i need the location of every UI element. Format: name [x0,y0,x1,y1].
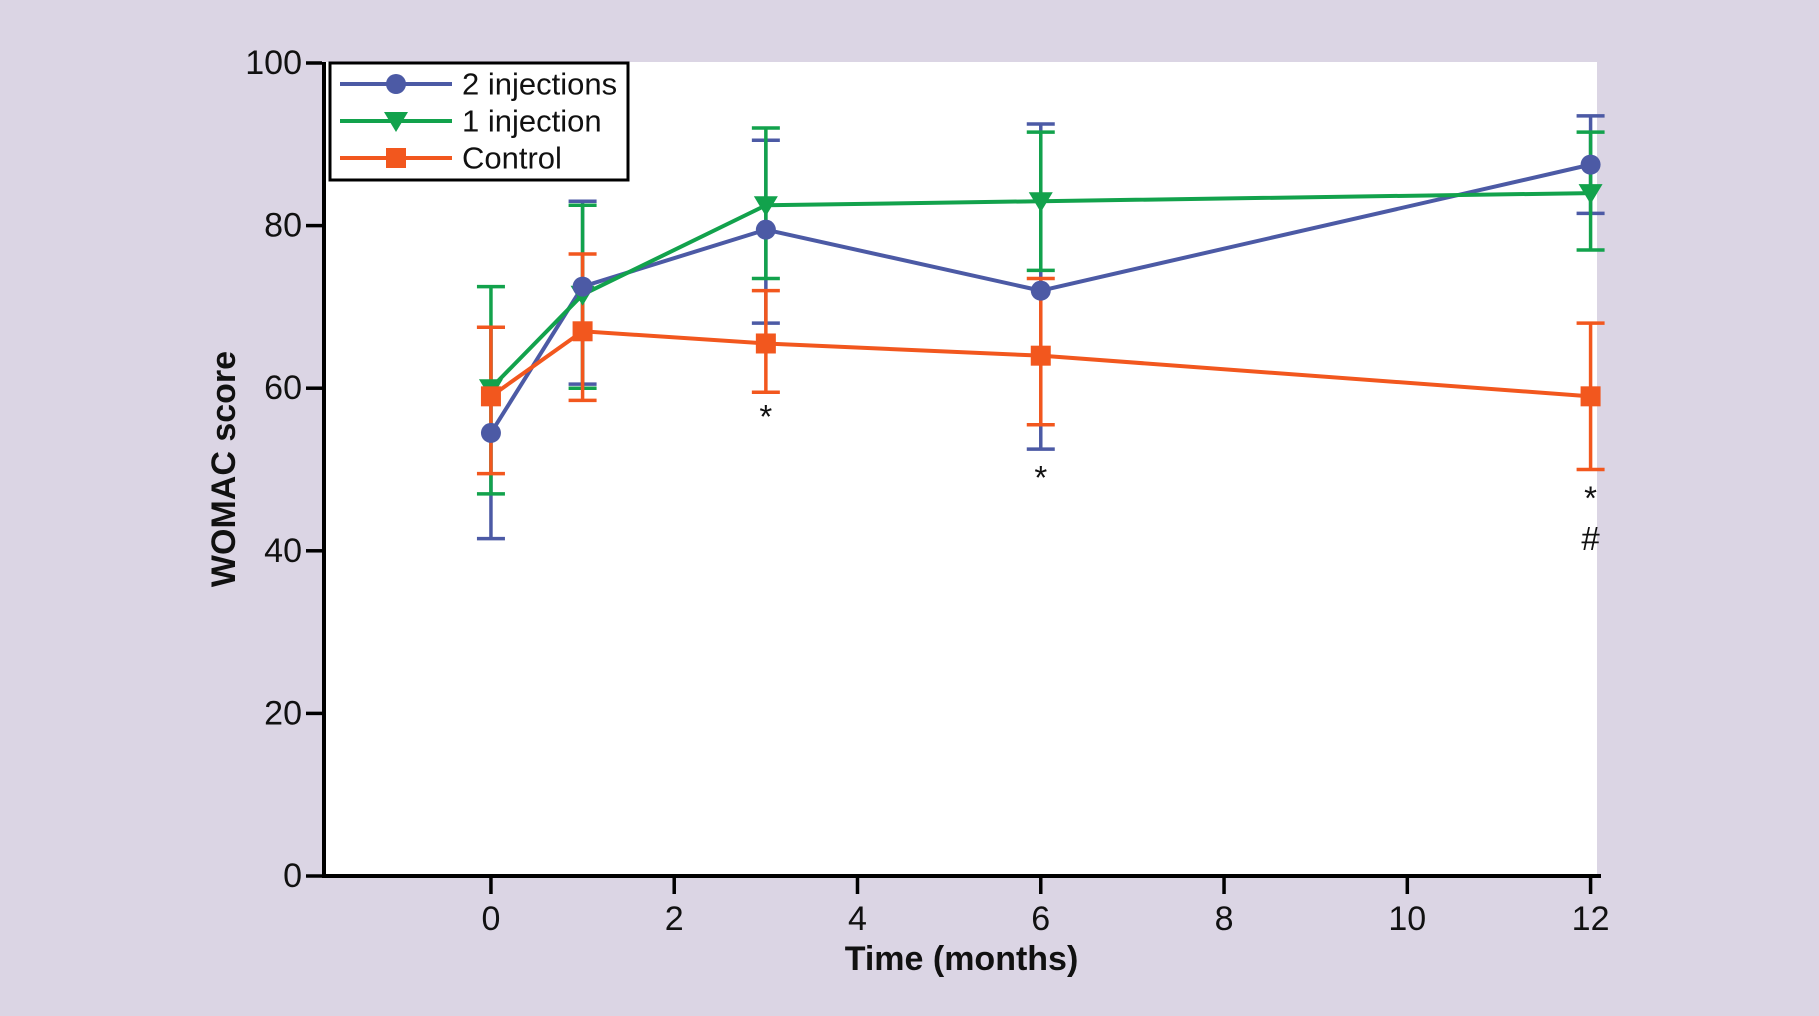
marker-triangle-down [1028,192,1053,213]
x-tick-label: 6 [1031,900,1050,938]
marker-square [1580,386,1601,407]
y-tick-label: 0 [283,857,302,895]
significance-annotation: * [1034,459,1047,496]
y-tick-label: 60 [264,369,302,407]
legend-marker-square [386,148,406,168]
x-axis-title: Time (months) [845,940,1079,978]
x-tick-label: 4 [848,900,867,938]
legend-entry-1-injection: 1 injection [340,104,602,139]
marker-square [1030,345,1051,366]
marker-circle [755,219,776,240]
plot-area [326,62,1597,876]
significance-annotation: * [759,398,772,435]
marker-circle [480,422,501,443]
legend-label: Control [462,141,562,176]
y-tick-label: 100 [245,44,302,82]
marker-triangle-down [1578,184,1603,205]
marker-circle [572,276,593,297]
x-tick-label: 0 [481,900,500,938]
marker-circle [1580,154,1601,175]
legend-marker-triangle-down [384,112,408,132]
marker-square [480,386,501,407]
legend-entry-Control: Control [340,141,562,176]
marker-square [572,321,593,342]
axes: 0 20 40 60 80 100 0 2 4 6 8 10 12 Time (months) WOMAC … [205,44,1609,978]
y-tick-label: 20 [264,694,302,732]
x-tick-label: 10 [1388,900,1426,938]
significance-annotation: # [1581,520,1600,557]
x-tick-label: 2 [665,900,684,938]
legend-label: 2 injections [462,67,617,102]
x-tick-label: 8 [1215,900,1234,938]
y-tick-label: 40 [264,532,302,570]
legend-entry-2-injections: 2 injections [340,67,617,102]
legend-label: 1 injection [462,104,602,139]
marker-circle [1030,280,1051,301]
y-axis-title: WOMAC score [205,351,243,587]
series-markers-2-injections [480,154,1601,443]
series-markers-Control [480,321,1601,407]
marker-triangle-down [753,196,778,217]
y-tick-label: 80 [264,207,302,245]
marker-square [755,333,776,354]
legend-marker-circle [386,74,406,94]
x-tick-label: 12 [1572,900,1610,938]
significance-annotation: * [1584,479,1597,516]
